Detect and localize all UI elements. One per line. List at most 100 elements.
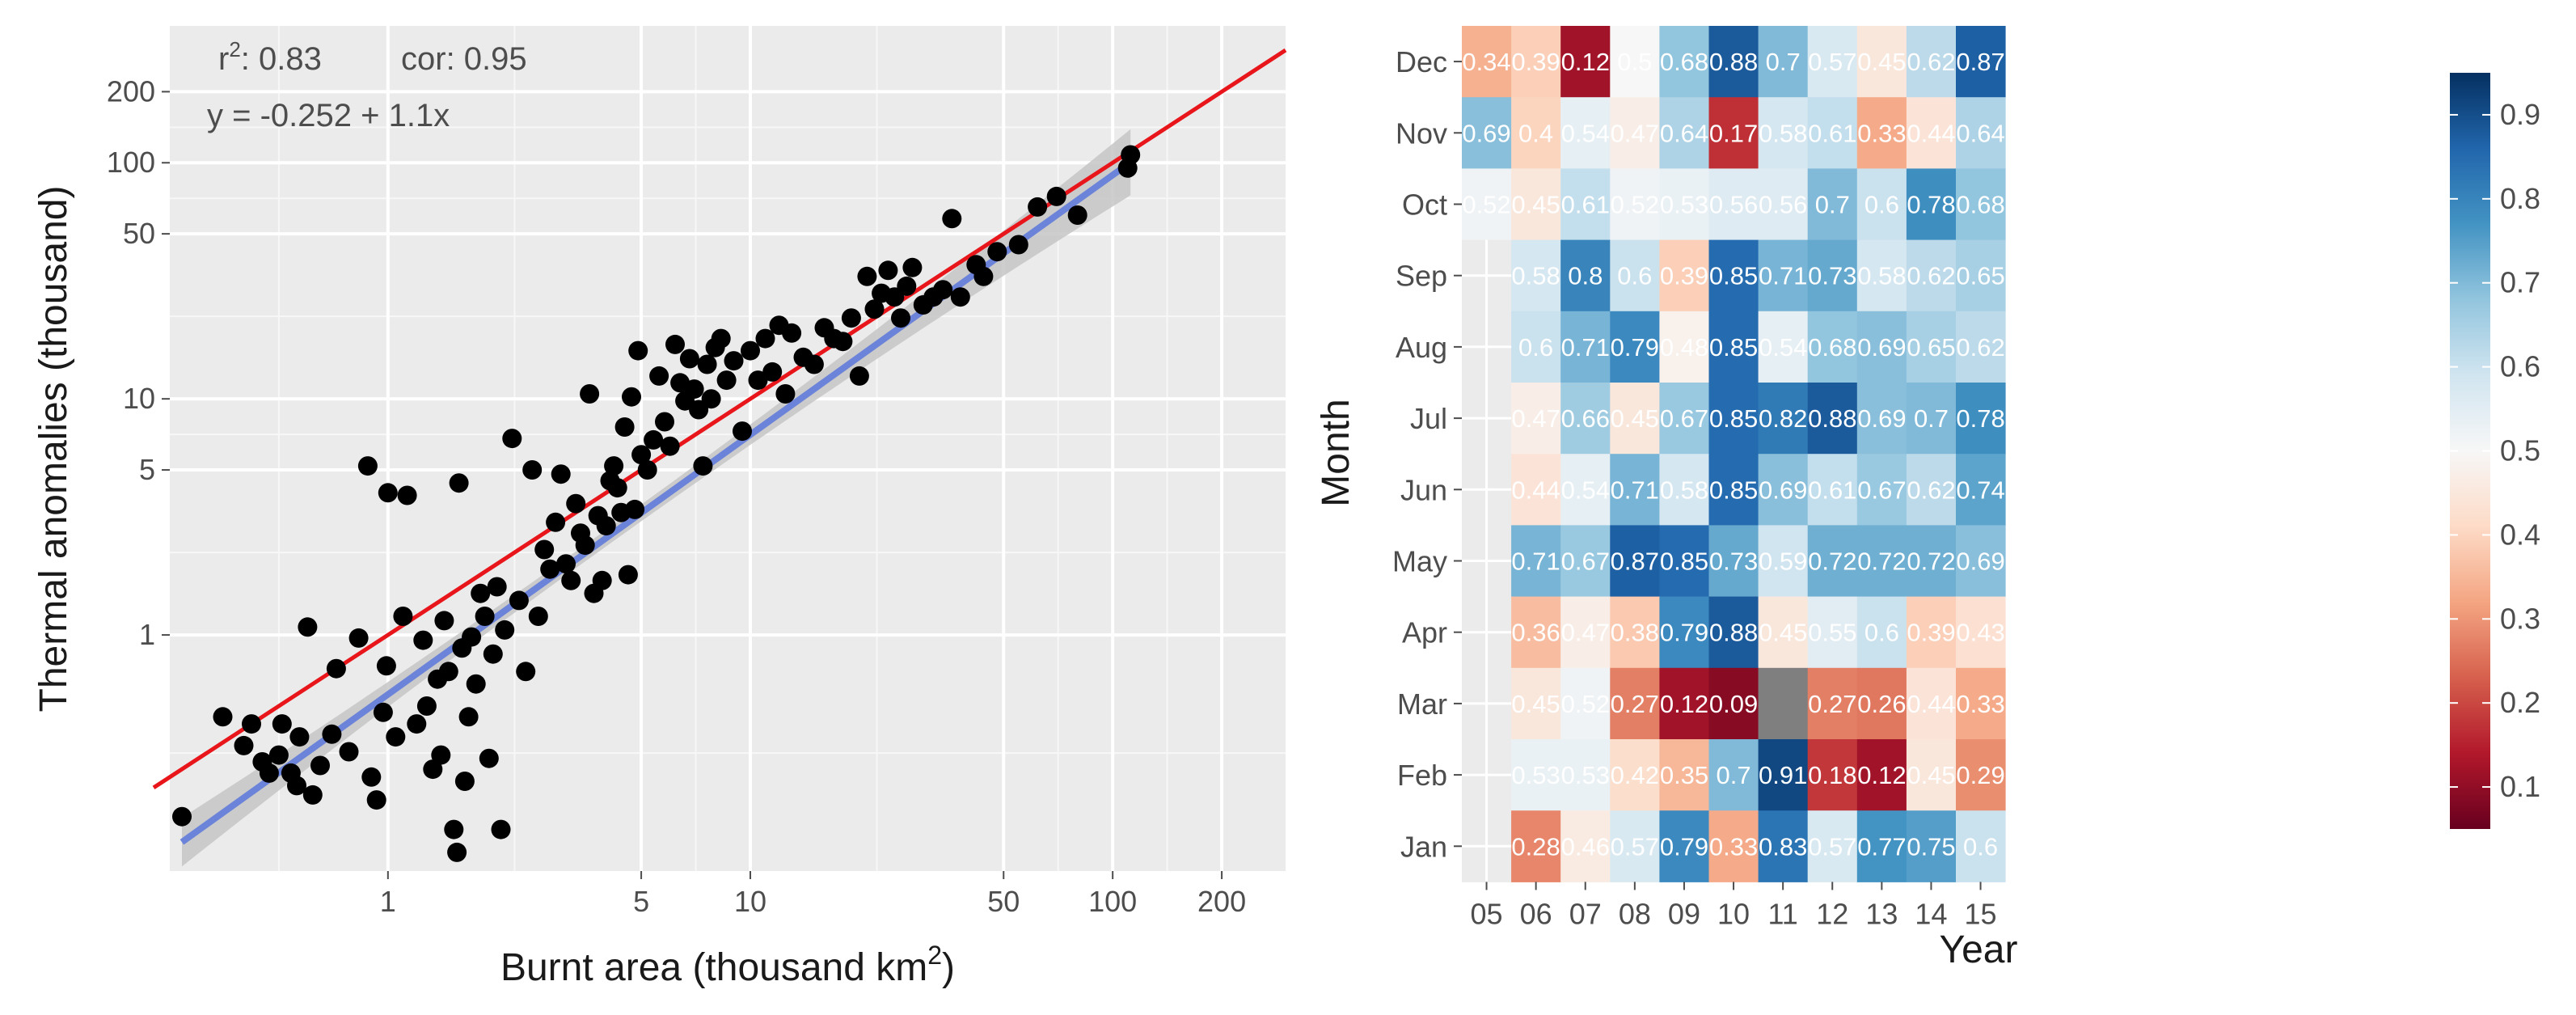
- heatmap-cell-label: 0.57: [1808, 48, 1856, 76]
- heatmap-cell: [1659, 168, 1709, 241]
- scatter-y-tick-label: 50: [123, 217, 155, 250]
- heatmap-cell: [1511, 239, 1561, 312]
- heatmap-cell-label: 0.26: [1857, 690, 1906, 718]
- heatmap-year-label: 11: [1767, 897, 1797, 930]
- heatmap-cell: [1758, 525, 1809, 598]
- heatmap-cell: [1807, 168, 1858, 241]
- heatmap-cell: [1807, 239, 1858, 312]
- heatmap-cell: [1610, 454, 1660, 526]
- scatter-point: [1067, 205, 1087, 225]
- heatmap-cell: [1659, 311, 1709, 383]
- heatmap-cell: [1708, 596, 1759, 669]
- heatmap-cells: 0.34 0.39 0.12 0.5 0.68 0.88 0.7 0.57 0.45 0.62 0.…: [1462, 26, 2006, 882]
- heatmap-cell: [1856, 667, 1907, 740]
- heatmap-cell-label: 0.29: [1956, 761, 2004, 789]
- scatter-point: [376, 656, 396, 676]
- heatmap-cell: [1511, 97, 1561, 169]
- heatmap-cell-label: 0.57: [1611, 832, 1659, 861]
- heatmap-cell: [1956, 596, 2006, 669]
- scatter-point: [431, 745, 451, 765]
- heatmap-cell-label: 0.69: [1857, 404, 1906, 433]
- heatmap-cell-label: 0.88: [1709, 48, 1758, 76]
- scatter-point: [1008, 235, 1028, 255]
- scatter-point: [607, 478, 627, 498]
- heatmap-cell: [1906, 739, 1957, 811]
- heatmap-cell-label: 0.69: [1462, 119, 1510, 147]
- heatmap-cell: [1560, 454, 1611, 526]
- scatter-point: [625, 499, 645, 519]
- heatmap-cell-label: 0.68: [1956, 191, 2004, 219]
- heatmap-month-label: Feb: [1397, 759, 1447, 792]
- heatmap-y-axis-title: Month: [1315, 399, 1358, 506]
- r-squared-annotation: r2: 0.83: [218, 37, 322, 77]
- fit-confidence-band: [182, 129, 1131, 867]
- scatter-point: [475, 607, 495, 626]
- heatmap-cell: [1906, 454, 1957, 526]
- heatmap-cell-label: 0.85: [1709, 333, 1758, 362]
- colorbar-tick-label: 0.6: [2500, 350, 2540, 383]
- heatmap-cell-label: 0.73: [1808, 262, 1856, 290]
- scatter-point: [361, 767, 382, 787]
- heatmap-cell: [1511, 739, 1561, 811]
- scatter-y-tick-label: 1: [139, 618, 155, 651]
- heatmap-cell: [1807, 596, 1858, 669]
- heatmap-cell-label: 0.46: [1561, 832, 1610, 861]
- heatmap-cell: [1758, 168, 1809, 241]
- scatter-y-tick-label: 10: [123, 382, 155, 415]
- scatter-point: [289, 727, 310, 747]
- heatmap-cell-label: 0.44: [1907, 690, 1955, 718]
- heatmap-cell-label: 0.42: [1611, 761, 1659, 789]
- heatmap-month-label: Oct: [1402, 188, 1447, 222]
- heatmap-cell-label: 0.35: [1660, 761, 1708, 789]
- scatter-point: [649, 366, 669, 386]
- heatmap-cell-label: 0.54: [1759, 333, 1807, 362]
- heatmap-cell: [1610, 739, 1660, 811]
- scatter-point: [561, 570, 581, 590]
- heatmap-cell: [1807, 383, 1858, 455]
- heatmap-cell-label: 0.47: [1611, 119, 1659, 147]
- scatter-point: [849, 366, 869, 386]
- heatmap-cell: [1856, 525, 1907, 598]
- scatter-point: [716, 370, 737, 391]
- scatter-point: [348, 628, 369, 648]
- colorbar-tick-label: 0.1: [2500, 770, 2540, 803]
- heatmap-cell-label: 0.45: [1857, 48, 1906, 76]
- heatmap-cell: [1511, 311, 1561, 383]
- heatmap-cell-label: 0.85: [1709, 404, 1758, 433]
- heatmap-cell: [1956, 810, 2006, 882]
- scatter-point: [386, 727, 406, 747]
- confidence-band: [182, 129, 1131, 867]
- scatter-point: [458, 707, 479, 727]
- heatmap-cell: [1956, 454, 2006, 526]
- heatmap-cell-label: 0.72: [1808, 548, 1856, 576]
- scatter-point: [509, 590, 529, 611]
- heatmap-cell-label: 0.7: [1815, 191, 1850, 219]
- scatter-point: [407, 714, 427, 734]
- heatmap-cell: [1807, 810, 1858, 882]
- scatter-point: [466, 674, 486, 694]
- heatmap-month-label: May: [1392, 545, 1447, 578]
- heatmap-month-label: Jul: [1410, 402, 1447, 435]
- scatter-point: [495, 620, 515, 640]
- heatmap-cell-label: 0.67: [1660, 404, 1708, 433]
- heatmap-cell-label: 0.78: [1956, 404, 2004, 433]
- heatmap-cell-label: 0.6: [1617, 262, 1652, 290]
- heatmap-cell: [1511, 383, 1561, 455]
- scatter-point: [471, 583, 491, 603]
- scatter-point: [857, 266, 877, 286]
- scatter-point: [592, 570, 612, 590]
- heatmap-month-label: Nov: [1396, 116, 1447, 150]
- heatmap-cell-label: 0.64: [1660, 119, 1708, 147]
- heatmap-cell-label: 0.44: [1511, 476, 1560, 504]
- heatmap-cell: [1462, 26, 1512, 98]
- scatter-x-tick-label: 50: [987, 885, 1020, 918]
- heatmap-cell-label: 0.6: [1518, 333, 1553, 362]
- scatter-x-axis-title-text: Burnt area (thousand km: [500, 946, 927, 989]
- scatter-point: [516, 662, 536, 682]
- heatmap-cell: [1807, 97, 1858, 169]
- heatmap-cell-label: 0.47: [1511, 404, 1560, 433]
- heatmap-cell: [1659, 739, 1709, 811]
- heatmap-cell-label: 0.66: [1561, 404, 1610, 433]
- scatter-y-tick-label: 200: [107, 74, 155, 108]
- heatmap-cell: [1560, 667, 1611, 740]
